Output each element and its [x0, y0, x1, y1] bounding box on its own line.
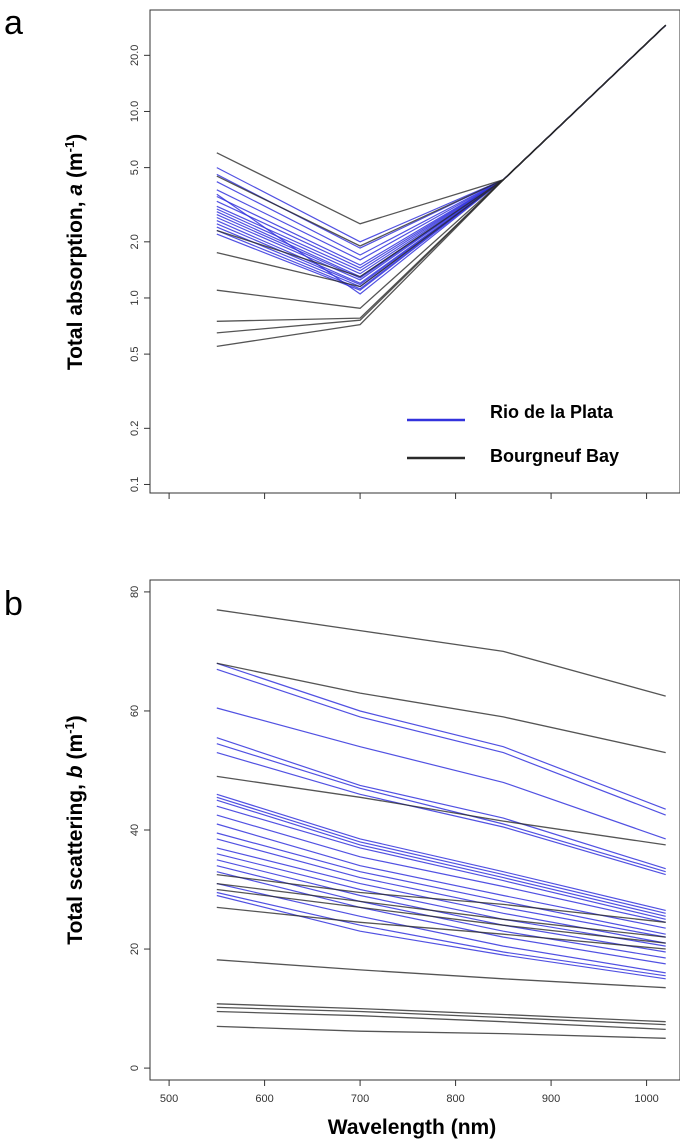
- y-tick-label: 20.0: [129, 45, 141, 66]
- scattering-series-line-28: [216, 906, 666, 950]
- absorption-series-line-5: [216, 24, 667, 269]
- y-tick-label: 20: [129, 943, 141, 955]
- legend-label-rio: Rio de la Plata: [490, 402, 614, 422]
- absorption-chart: 0.1 0.2 0.5 1.0 2.0 5.0 10.0 20.0 Total absorpt…: [62, 9, 680, 499]
- scattering-series-line-8: [216, 799, 666, 917]
- y-tick-label: 40: [129, 824, 141, 836]
- x-tick-label: 900: [542, 1093, 560, 1105]
- x-tick-label: 800: [446, 1093, 464, 1105]
- absorption-series-line-24: [216, 24, 667, 348]
- scattering-series-line-7: [216, 796, 666, 914]
- y-tick-label: 0.2: [129, 421, 141, 436]
- x-tick-label: 700: [351, 1093, 369, 1105]
- scattering-series-lines: [216, 609, 666, 1039]
- y-tick-label: 0.5: [129, 346, 141, 361]
- scattering-y-axis: 0 20 40 60 80: [129, 586, 150, 1071]
- scattering-series-line-4: [216, 743, 666, 873]
- absorption-series-line-16: [216, 24, 667, 295]
- scattering-x-axis: 500 600 700 800 900 1000: [160, 1080, 659, 1105]
- scattering-series-line-15: [216, 853, 666, 947]
- scattering-series-line-13: [216, 838, 666, 938]
- scattering-series-line-25: [216, 873, 666, 923]
- absorption-series-line-23: [216, 24, 667, 334]
- scattering-series-line-12: [216, 832, 666, 935]
- scattering-series-line-21: [216, 894, 666, 980]
- absorption-series-line-14: [216, 24, 667, 290]
- scattering-series-line-31: [216, 1006, 666, 1026]
- y-tick-label: 0: [129, 1065, 141, 1071]
- scattering-series-line-29: [216, 959, 666, 989]
- scattering-series-line-3: [216, 737, 666, 870]
- scattering-series-line-30: [216, 1003, 666, 1023]
- scattering-series-line-11: [216, 823, 666, 929]
- scattering-y-axis-title: Total scattering, b (m-1): [62, 715, 87, 944]
- scattering-series-line-32: [216, 1010, 666, 1031]
- scattering-chart: 0 20 40 60 80 500 600 700 800 900 1000 Total scat…: [62, 579, 680, 1105]
- scattering-series-line-18: [216, 871, 666, 965]
- absorption-series-line-17: [216, 24, 667, 225]
- legend-label-bourgneuf: Bourgneuf Bay: [490, 446, 619, 466]
- y-tick-label: 0.1: [129, 477, 141, 492]
- y-tick-label: 80: [129, 586, 141, 598]
- scattering-series-line-0: [216, 662, 666, 810]
- absorption-x-axis: [168, 493, 648, 499]
- y-tick-label: 2.0: [129, 234, 141, 249]
- panel-a-letter: a: [4, 4, 23, 42]
- y-tick-label: 60: [129, 705, 141, 717]
- x-axis-title: Wavelength (nm): [328, 1116, 496, 1139]
- x-tick-label: 500: [160, 1093, 178, 1105]
- absorption-series-line-6: [216, 24, 667, 272]
- y-tick-label: 5.0: [129, 160, 141, 175]
- scattering-series-line-27: [216, 888, 666, 944]
- absorption-y-axis-title: Total absorption, a (m-1): [62, 134, 87, 370]
- scattering-series-line-6: [216, 793, 666, 911]
- scattering-series-line-10: [216, 814, 666, 923]
- scattering-series-line-24: [216, 775, 666, 846]
- scattering-series-line-20: [216, 891, 666, 977]
- absorption-series-line-12: [216, 24, 667, 286]
- panel-b-letter: b: [4, 585, 23, 623]
- scattering-series-line-22: [216, 609, 666, 697]
- x-tick-label: 600: [255, 1093, 273, 1105]
- absorption-y-axis: 0.1 0.2 0.5 1.0 2.0 5.0 10.0 20.0: [129, 45, 150, 492]
- y-tick-label: 10.0: [129, 101, 141, 122]
- scattering-series-line-19: [216, 883, 666, 974]
- absorption-series-line-22: [216, 24, 667, 322]
- y-tick-label: 1.0: [129, 290, 141, 305]
- scattering-series-line-1: [216, 668, 666, 816]
- scattering-series-line-33: [216, 1025, 666, 1039]
- scattering-series-line-23: [216, 662, 666, 754]
- absorption-plot-frame: [149, 9, 680, 494]
- absorption-series-line-21: [216, 24, 667, 309]
- absorption-legend: Rio de la Plata Bourgneuf Bay: [407, 402, 619, 466]
- scattering-series-line-2: [216, 707, 666, 840]
- absorption-series-lines: [216, 24, 667, 348]
- scattering-series-line-26: [216, 882, 666, 938]
- scattering-plot-frame: [149, 579, 680, 1081]
- scattering-series-line-9: [216, 805, 666, 920]
- scattering-series-line-5: [216, 752, 666, 876]
- x-tick-label: 1000: [634, 1093, 658, 1105]
